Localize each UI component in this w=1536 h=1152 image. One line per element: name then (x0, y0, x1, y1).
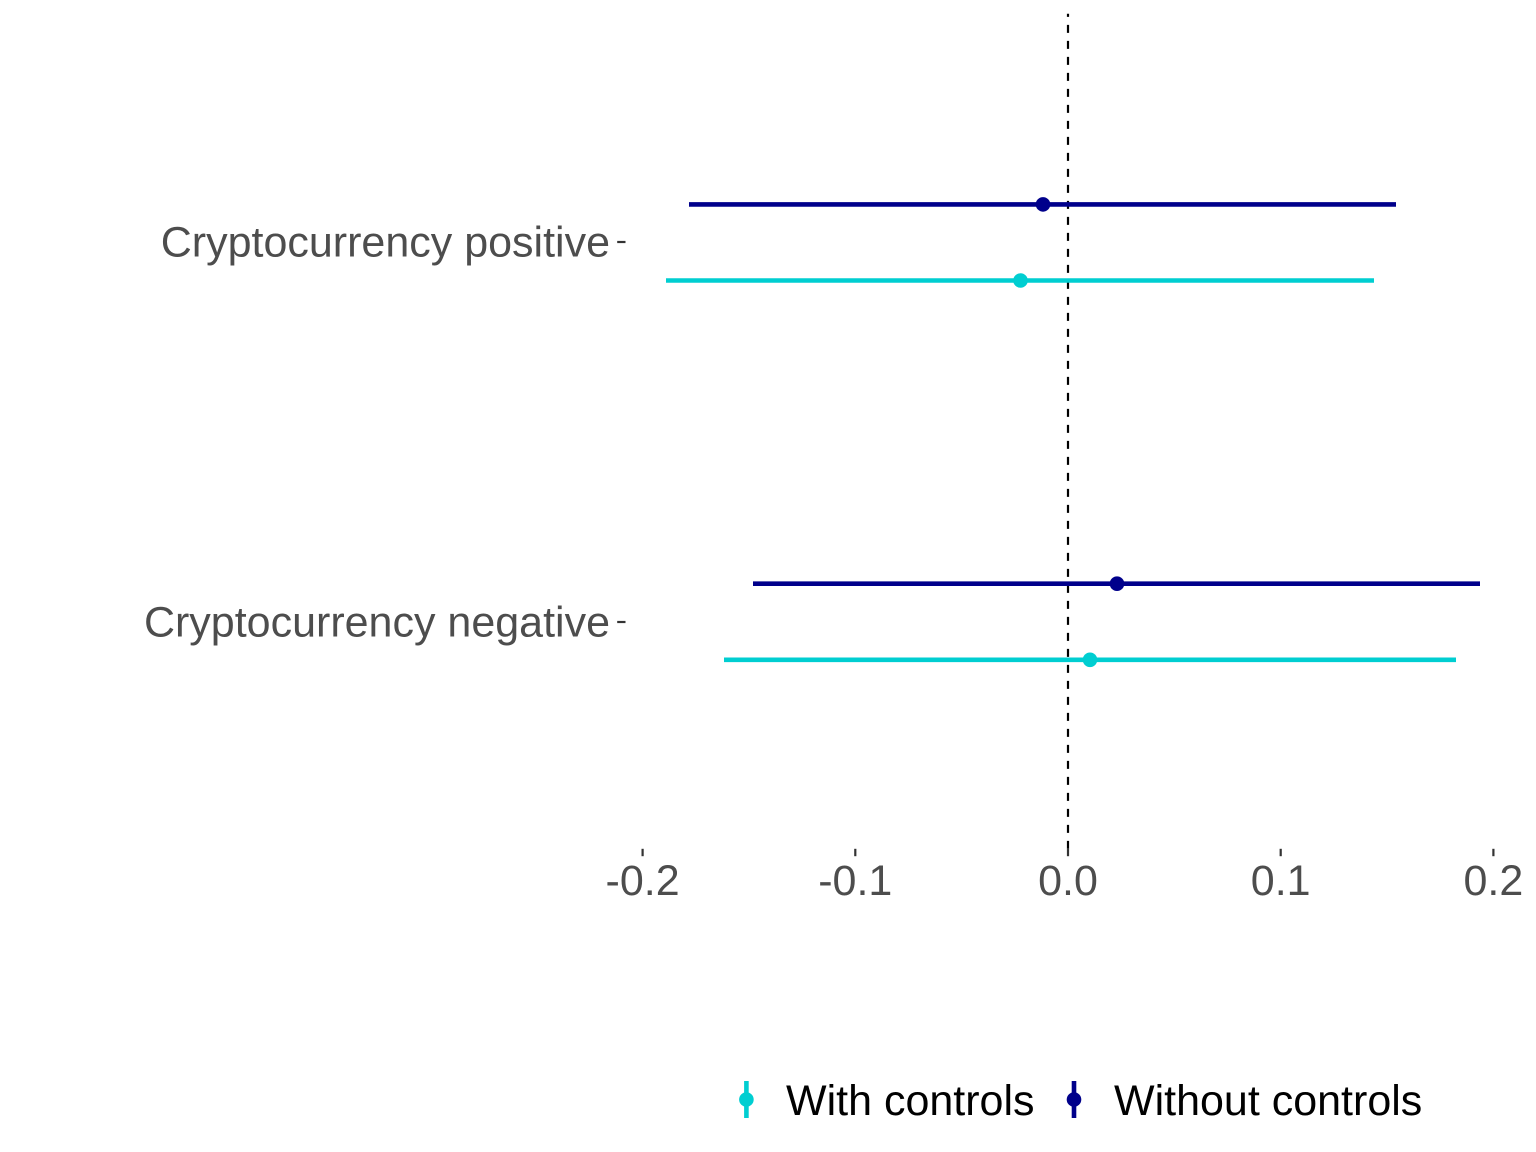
svg-text:Cryptocurrency positive: Cryptocurrency positive (161, 219, 610, 267)
svg-text:Without controls: Without controls (1114, 1077, 1422, 1125)
svg-text:-0.1: -0.1 (818, 857, 892, 905)
svg-text:0.1: 0.1 (1251, 857, 1311, 905)
svg-text:-0.2: -0.2 (606, 857, 680, 905)
svg-text:With controls: With controls (786, 1077, 1035, 1125)
svg-text:0.0: 0.0 (1038, 857, 1098, 905)
svg-text:0.2: 0.2 (1464, 857, 1524, 905)
svg-text:Cryptocurrency negative: Cryptocurrency negative (144, 599, 610, 647)
